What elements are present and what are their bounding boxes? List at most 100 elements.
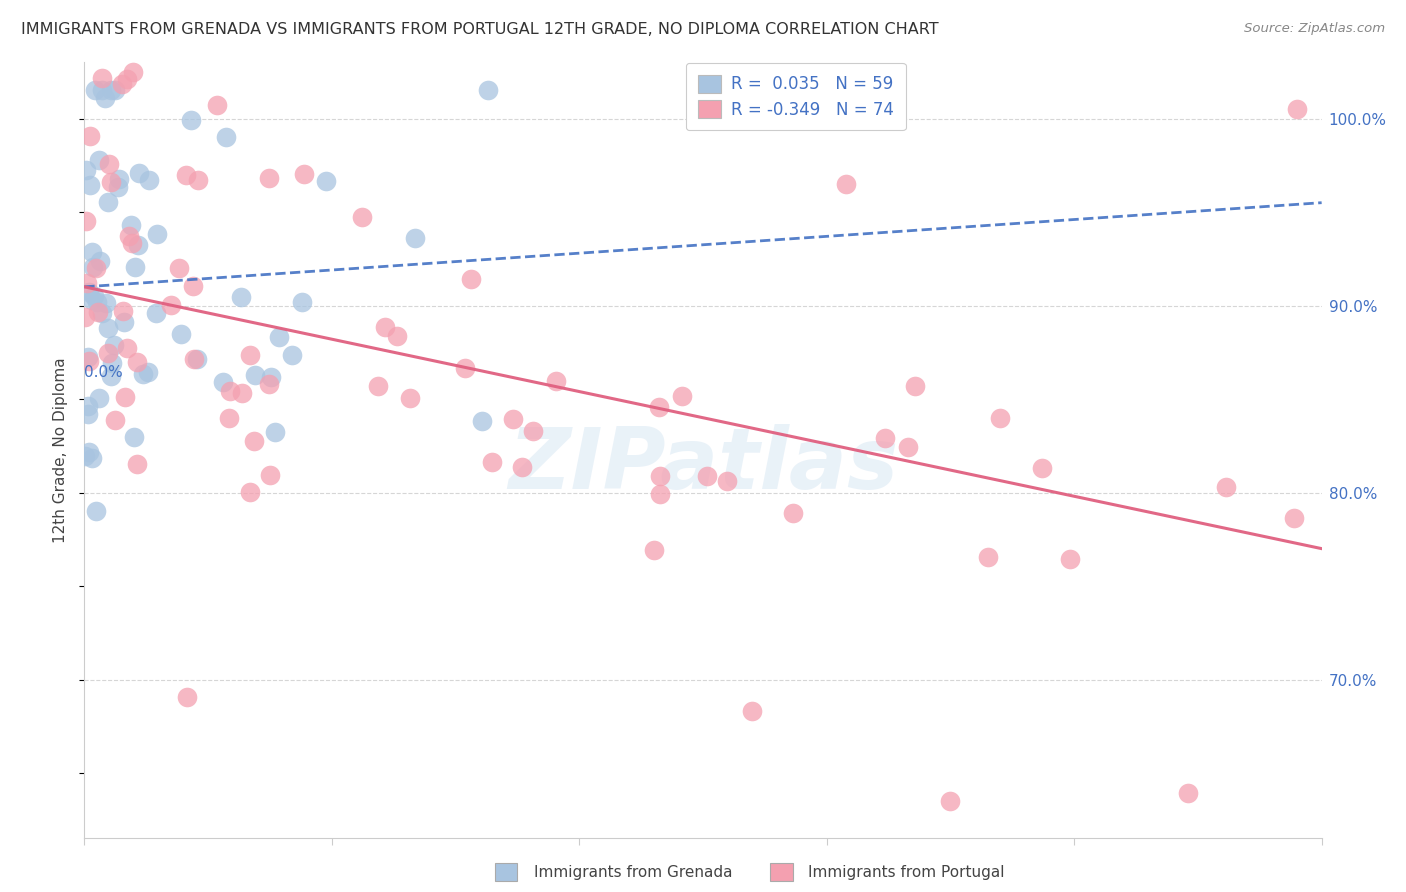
Point xyxy=(367,378,389,392)
Point xyxy=(647,400,669,414)
Point xyxy=(145,306,167,320)
Point xyxy=(97,194,120,209)
Point xyxy=(1285,102,1308,116)
Point xyxy=(502,412,524,426)
Point xyxy=(97,346,120,360)
Point xyxy=(648,469,671,483)
Point xyxy=(120,219,142,233)
Point xyxy=(205,97,228,112)
Point xyxy=(834,178,856,192)
Point xyxy=(89,254,111,268)
Text: Source: ZipAtlas.com: Source: ZipAtlas.com xyxy=(1244,22,1385,36)
Point xyxy=(77,445,100,459)
Point xyxy=(212,375,235,389)
Point xyxy=(315,174,337,188)
Point xyxy=(136,366,159,380)
Text: Immigrants from Portugal: Immigrants from Portugal xyxy=(808,865,1005,880)
Point xyxy=(115,71,138,86)
Point xyxy=(281,347,304,361)
Point xyxy=(544,375,567,389)
Point xyxy=(125,355,148,369)
Point xyxy=(77,407,100,421)
Point xyxy=(100,369,122,384)
Point xyxy=(522,425,544,439)
Point xyxy=(79,178,101,193)
Point xyxy=(118,229,141,244)
Point xyxy=(231,385,253,400)
Point xyxy=(104,83,127,97)
Point xyxy=(90,83,112,97)
Point xyxy=(89,391,111,405)
Point xyxy=(170,326,193,341)
Point xyxy=(121,235,143,250)
Point xyxy=(84,504,107,518)
Point xyxy=(243,434,266,448)
FancyBboxPatch shape xyxy=(770,863,793,881)
Point xyxy=(128,166,150,180)
Point xyxy=(87,305,110,319)
Point xyxy=(215,130,238,145)
Point xyxy=(648,487,671,501)
Point xyxy=(716,474,738,488)
Point xyxy=(939,794,962,808)
Point xyxy=(1059,552,1081,566)
Point xyxy=(108,172,131,186)
Point xyxy=(103,338,125,352)
Point xyxy=(94,91,117,105)
Text: 0.0%: 0.0% xyxy=(84,365,124,380)
Point xyxy=(873,431,896,445)
Point xyxy=(83,289,105,303)
Point xyxy=(132,367,155,381)
Point xyxy=(104,413,127,427)
Point xyxy=(111,77,134,91)
Point xyxy=(125,457,148,471)
Point xyxy=(988,411,1011,425)
Point xyxy=(454,360,477,375)
Point xyxy=(218,411,240,425)
Point xyxy=(94,296,117,310)
Point xyxy=(79,128,101,143)
Point xyxy=(73,449,96,463)
Point xyxy=(1282,511,1305,525)
Text: ZIPatlas: ZIPatlas xyxy=(508,425,898,508)
Point xyxy=(127,238,149,252)
Point xyxy=(122,429,145,443)
Point xyxy=(138,173,160,187)
Point xyxy=(111,303,134,318)
Point xyxy=(238,485,260,500)
Point xyxy=(117,341,139,355)
Point xyxy=(1031,461,1053,475)
Point xyxy=(183,352,205,367)
Legend: R =  0.035   N = 59, R = -0.349   N = 74: R = 0.035 N = 59, R = -0.349 N = 74 xyxy=(686,63,905,130)
Point xyxy=(80,451,103,466)
Point xyxy=(186,352,208,367)
Point xyxy=(291,294,314,309)
Point xyxy=(89,153,111,168)
Point xyxy=(977,550,1000,565)
Point xyxy=(160,298,183,312)
Point xyxy=(239,348,262,362)
Point xyxy=(260,369,283,384)
Point xyxy=(643,542,665,557)
Point xyxy=(77,351,100,365)
Point xyxy=(86,260,108,275)
Point xyxy=(75,214,97,228)
Y-axis label: 12th Grade, No Diploma: 12th Grade, No Diploma xyxy=(53,358,69,543)
Point xyxy=(112,315,135,329)
Point xyxy=(100,175,122,189)
Point xyxy=(91,305,114,319)
Point xyxy=(122,64,145,78)
Point xyxy=(1215,480,1237,494)
Point xyxy=(267,330,290,344)
Point xyxy=(350,211,373,225)
Point xyxy=(399,391,422,405)
Point xyxy=(176,690,198,705)
Point xyxy=(263,425,285,439)
Point xyxy=(405,231,427,245)
Point xyxy=(167,260,190,275)
Point xyxy=(77,285,100,299)
Point xyxy=(76,276,98,290)
Point xyxy=(257,170,280,185)
Point xyxy=(107,179,129,194)
Point xyxy=(259,468,281,483)
